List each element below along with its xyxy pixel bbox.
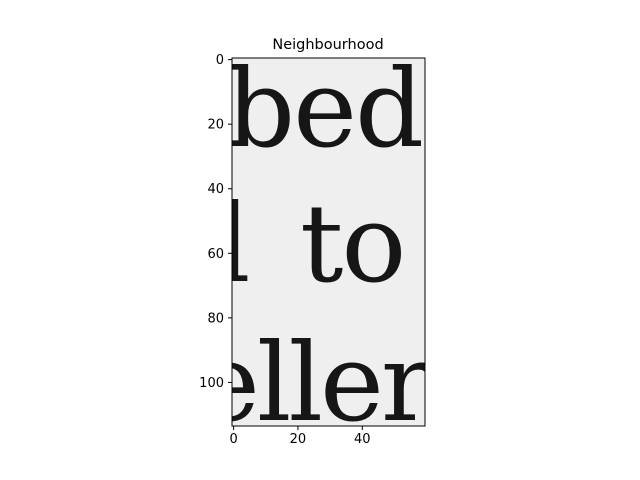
y-tick-label: 0 (216, 53, 224, 68)
image-area: bed l to eller (196, 47, 433, 446)
word-eller: eller (196, 321, 433, 446)
y-tick-label: 80 (207, 311, 224, 326)
word-fragment-l: l (216, 182, 251, 307)
chart-title: Neighbourhood (272, 37, 383, 53)
y-tick-label: 60 (207, 247, 224, 262)
word-to: to (300, 182, 404, 307)
y-tick-label: 100 (199, 376, 224, 391)
x-axis: 0 20 40 (229, 426, 371, 447)
x-tick-label: 0 (229, 432, 237, 447)
y-tick-label: 20 (207, 118, 224, 133)
y-axis: 0 20 40 60 80 100 (199, 53, 232, 391)
y-tick-label: 40 (207, 182, 224, 197)
x-tick-label: 20 (290, 432, 307, 447)
x-tick-label: 40 (354, 432, 371, 447)
plot-frame (231, 57, 426, 427)
image-background (232, 58, 425, 426)
word-bed: bed (226, 47, 422, 172)
